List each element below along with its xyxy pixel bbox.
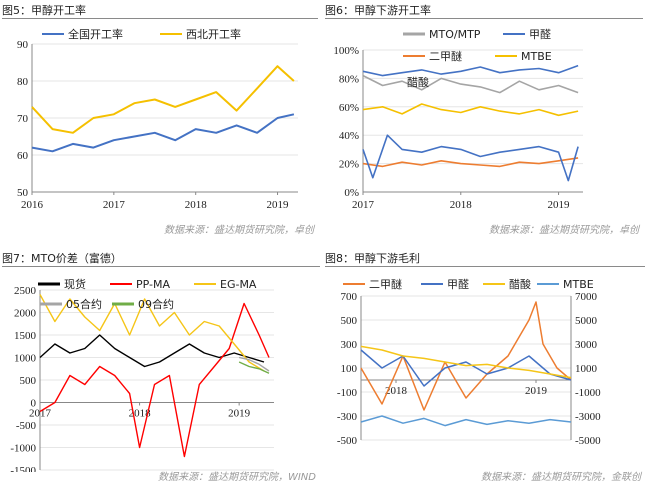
series-line: [238, 361, 270, 374]
chart-title: 图8：甲醇下游毛利: [325, 252, 420, 265]
x-tick-label: 2018: [450, 199, 473, 211]
series-line: [360, 349, 572, 387]
series-line: [39, 334, 265, 368]
legend-label: 二甲醚: [369, 277, 402, 291]
series-line: [360, 345, 572, 379]
y-tick-label: 70: [17, 113, 29, 125]
legend-label: MTO/MTP: [429, 28, 481, 41]
series-line: [362, 157, 579, 168]
data-source: 数据来源：盛达期货研究院，WIND: [157, 472, 316, 483]
legend-label: 全国开工率: [68, 27, 123, 41]
legend-label: 醋酸: [509, 277, 531, 291]
legend-label: 二甲醚: [429, 49, 462, 63]
x-tick-label: 2019: [267, 199, 290, 211]
y-tick-label: 100: [341, 363, 358, 375]
legend-label: EG-MA: [220, 278, 257, 291]
series-line: [362, 74, 579, 94]
chart-title: 图7：MTO价差（富德）: [2, 252, 122, 265]
x-tick-label: 2018: [185, 199, 208, 211]
legend-label: 09合约: [138, 297, 174, 311]
chart-mto-spread: -1500 -1000 -500 0 500 1000 1500 2000 2500 2017 20…: [10, 277, 274, 472]
legend-label: 甲醛: [447, 277, 469, 291]
chart-title: 图5：甲醇开工率: [2, 4, 86, 17]
y-tick-label: -500: [337, 435, 358, 447]
series-line: [360, 415, 572, 427]
series-line: [362, 103, 579, 117]
x-tick-label: 2019: [228, 408, 251, 420]
x-tick-label: 2019: [548, 199, 571, 211]
series-line: [39, 302, 270, 458]
y-tick-label: 700: [341, 291, 358, 303]
y-tick-label: 100%: [333, 45, 359, 57]
y-tick-label: 2000: [14, 308, 37, 320]
series-line: [31, 113, 295, 153]
y2-tick-label: 5000: [575, 315, 598, 327]
data-source: 数据来源：盛达期货研究院，金联创: [481, 472, 641, 483]
title-divider: [325, 266, 645, 267]
series-line: [362, 64, 579, 77]
y-tick-label: 80%: [339, 73, 359, 85]
legend-label: 甲醛: [529, 27, 551, 41]
y-tick-label: 60%: [339, 102, 359, 114]
chart-downstream-operating-rate: 0% 20% 40% 60% 80% 100% 2017 2018 2019 MTO/MTP 甲醛二…: [333, 27, 583, 211]
y-tick-label: 2500: [14, 285, 37, 297]
y-tick-label: 90: [17, 39, 29, 51]
panel-methanol-operating-rate: 图5：甲醇开工率 50 60 70 80 90 2016 2017 2018 2019 全国开工率…: [2, 2, 318, 238]
title-divider: [2, 18, 318, 19]
y-tick-label: 60: [17, 150, 29, 162]
data-source: 数据来源：盛达期货研究院，卓创: [164, 225, 314, 236]
y-tick-label: -1500: [10, 465, 36, 472]
x-tick-label: 2017: [29, 408, 52, 420]
y-tick-label: -500: [16, 420, 37, 432]
y-tick-label: -100: [337, 387, 358, 399]
legend-label: MTBE: [563, 278, 594, 291]
panel-mto-spread: 图7：MTO价差（富德） -1500 -1000 -500 0 500 1000 1500 2…: [2, 250, 320, 484]
x-tick-label: 2017: [352, 199, 375, 211]
data-source: 数据来源：盛达期货研究院，卓创: [489, 225, 639, 236]
series-line: [39, 294, 265, 372]
y-tick-label: 80: [17, 76, 29, 88]
y2-tick-label: -5000: [575, 435, 601, 447]
y-tick-label: 20%: [339, 159, 359, 171]
title-divider: [2, 266, 320, 267]
y-tick-label: 500: [341, 315, 358, 327]
legend-label: 西北开工率: [186, 27, 241, 41]
y-tick-label: 1500: [14, 330, 37, 342]
y-tick-label: 300: [341, 339, 358, 351]
x-tick-label: 2019: [525, 385, 548, 397]
y-tick-label: 500: [20, 375, 37, 387]
y-tick-label: 0%: [344, 187, 359, 199]
x-tick-label: 2016: [21, 199, 44, 211]
legend-label: 05合约: [66, 297, 102, 311]
x-tick-label: 2017: [103, 199, 126, 211]
y-tick-label: -1000: [10, 443, 36, 455]
y-tick-label: 50: [17, 187, 29, 199]
panel-downstream-operating-rate: 图6：甲醇下游开工率 0% 20% 40% 60% 80% 100% 2017 2018 201…: [325, 2, 643, 238]
y-tick-label: 40%: [339, 130, 359, 142]
panel-downstream-margin: 图8：甲醇下游毛利 -500 -300 -100 100 300 500 700 -5000-…: [325, 250, 645, 484]
y2-tick-label: -3000: [575, 411, 601, 423]
y2-tick-label: -1000: [575, 387, 601, 399]
y2-tick-label: 1000: [575, 363, 598, 375]
series-line: [31, 65, 295, 134]
chart-methanol-operating-rate: 50 60 70 80 90 2016 2017 2018 2019 全国开工率 西北开工率: [17, 27, 298, 211]
title-divider: [325, 18, 643, 19]
legend-label: 现货: [64, 277, 86, 291]
x-tick-label: 2018: [385, 385, 408, 397]
y-tick-label: 0: [31, 398, 37, 410]
y-tick-label: 1000: [14, 353, 37, 365]
series-label: 醋酸: [407, 75, 429, 89]
legend-label: PP-MA: [136, 278, 170, 291]
series-line: [238, 356, 270, 372]
chart-downstream-margin: -500 -300 -100 100 300 500 700 -5000 -3000 -1000 1…: [337, 277, 601, 447]
chart-title: 图6：甲醇下游开工率: [325, 4, 431, 17]
y2-tick-label: 7000: [575, 291, 598, 303]
legend-label: MTBE: [521, 50, 552, 63]
y2-tick-label: 3000: [575, 339, 598, 351]
series-line: [362, 134, 579, 182]
y-tick-label: -300: [337, 411, 358, 423]
